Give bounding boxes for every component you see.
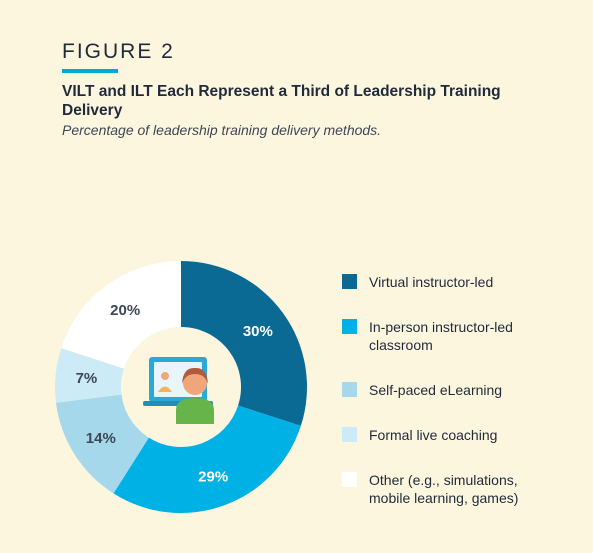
legend-label: Virtual instructor-led [369, 274, 494, 290]
legend-swatch [342, 319, 357, 334]
slice-other-e [61, 261, 181, 369]
legend-label: In-person instructor-led classroom [369, 319, 513, 353]
legend-item-coaching: Formal live coaching [342, 426, 559, 444]
legend-label: Formal live coaching [369, 427, 498, 443]
data-label: 7% [76, 370, 98, 387]
chart-title: VILT and ILT Each Represent a Third of L… [62, 83, 501, 119]
legend-swatch [342, 382, 357, 397]
slice-virtual-instructor [181, 261, 307, 426]
legend-swatch [342, 274, 357, 289]
virtual-training-laptop-icon [143, 357, 214, 424]
chart-subtitle: Percentage of leadership training delive… [62, 122, 382, 138]
figure-accent-rule [62, 69, 118, 73]
legend-swatch [342, 472, 357, 487]
figure-label: FIGURE 2 [62, 40, 175, 63]
legend-item-virtual: Virtual instructor-led [342, 273, 559, 291]
legend-label: Other (e.g., simulations, mobile learnin… [369, 472, 519, 506]
data-label: 20% [110, 302, 140, 319]
data-label: 29% [198, 468, 228, 485]
legend-label: Self-paced eLearning [369, 382, 503, 398]
legend-item-other: Other (e.g., simulations, mobile learnin… [342, 471, 559, 507]
legend-swatch [342, 427, 357, 442]
slice-in-person [113, 405, 301, 513]
legend-item-self-paced: Self-paced eLearning [342, 381, 559, 399]
data-label: 14% [86, 430, 116, 447]
slice-formal-live [55, 348, 124, 403]
legend-item-in-person: In-person instructor-led classroom [342, 318, 559, 354]
data-label: 30% [243, 323, 273, 340]
slice-self-paced [55, 394, 149, 494]
